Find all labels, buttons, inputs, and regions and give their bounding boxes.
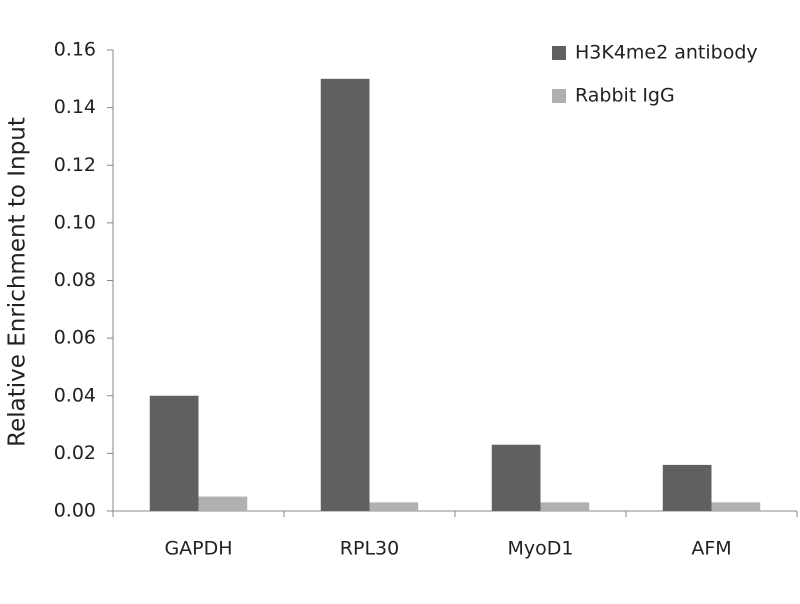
y-tick-label: 0.10 bbox=[54, 211, 96, 233]
y-tick-label: 0.04 bbox=[54, 384, 96, 406]
bar bbox=[369, 502, 419, 511]
bar bbox=[711, 502, 761, 511]
bar bbox=[662, 464, 712, 511]
bar bbox=[198, 496, 248, 511]
y-tick-label: 0.02 bbox=[54, 442, 96, 464]
legend-swatch bbox=[552, 89, 566, 103]
legend-swatch bbox=[552, 46, 566, 60]
legend-label: H3K4me2 antibody bbox=[575, 42, 758, 64]
y-tick-label: 0.08 bbox=[54, 269, 96, 291]
y-tick-label: 0.12 bbox=[54, 154, 96, 176]
legend-label: Rabbit IgG bbox=[575, 85, 675, 107]
bar bbox=[491, 444, 541, 511]
y-tick-label: 0.06 bbox=[54, 327, 96, 349]
bar bbox=[320, 78, 370, 511]
x-tick-label: RPL30 bbox=[340, 538, 399, 560]
y-tick-label: 0.16 bbox=[54, 39, 96, 61]
x-tick-label: MyoD1 bbox=[508, 538, 574, 560]
x-tick-label: AFM bbox=[691, 538, 731, 560]
bar bbox=[540, 502, 590, 511]
y-tick-label: 0.14 bbox=[54, 96, 96, 118]
y-tick-label: 0.00 bbox=[54, 500, 96, 522]
bar bbox=[149, 395, 199, 511]
x-tick-label: GAPDH bbox=[164, 538, 232, 560]
y-axis-label: Relative Enrichment to Input bbox=[5, 117, 31, 447]
